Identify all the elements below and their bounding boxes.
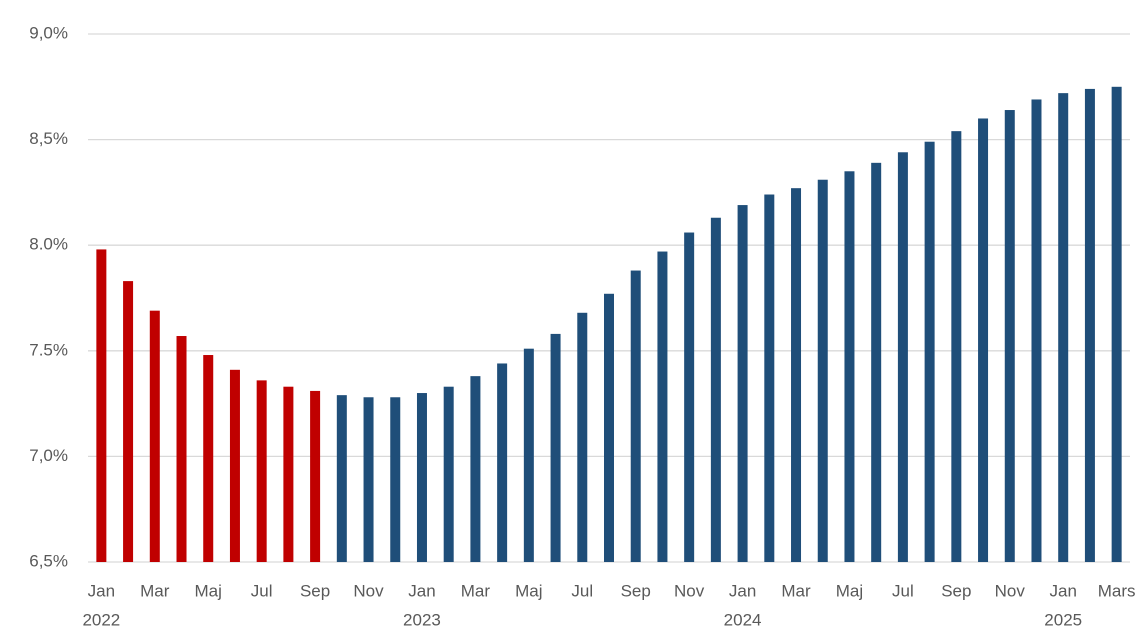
y-tick-label: 7.5% bbox=[29, 340, 68, 359]
bar bbox=[871, 162, 882, 562]
bar bbox=[604, 293, 614, 562]
bar bbox=[897, 152, 908, 562]
x-tick-label: Maj bbox=[515, 581, 542, 600]
bar bbox=[817, 179, 828, 562]
bar bbox=[550, 333, 561, 562]
x-tick-label: Nov bbox=[353, 581, 384, 600]
bar bbox=[149, 310, 160, 562]
bar bbox=[390, 397, 401, 562]
bar bbox=[336, 395, 347, 562]
x-tick-label: Mars bbox=[1098, 581, 1136, 600]
bar bbox=[630, 270, 641, 562]
bar bbox=[523, 348, 534, 562]
bar bbox=[363, 397, 374, 562]
x-tick-label: Maj bbox=[195, 581, 222, 600]
bar bbox=[791, 188, 802, 562]
bar bbox=[951, 131, 962, 563]
x-tick-label: Jan bbox=[1049, 581, 1076, 600]
bar bbox=[96, 249, 107, 562]
x-year-label: 2022 bbox=[82, 610, 120, 629]
bar bbox=[310, 390, 321, 562]
x-tick-label: Sep bbox=[621, 581, 651, 600]
x-tick-label: Jan bbox=[408, 581, 435, 600]
x-tick-label: Nov bbox=[674, 581, 705, 600]
bar bbox=[443, 386, 454, 562]
y-tick-label: 9,0% bbox=[29, 23, 68, 42]
y-tick-label: 8,5% bbox=[29, 129, 68, 148]
x-tick-label: Mar bbox=[140, 581, 170, 600]
bar bbox=[176, 336, 187, 562]
y-tick-label: 8.0% bbox=[29, 235, 68, 254]
x-tick-label: Mar bbox=[781, 581, 811, 600]
bar bbox=[1031, 99, 1042, 563]
x-tick-label: Jul bbox=[571, 581, 593, 600]
bar bbox=[710, 217, 721, 562]
bar bbox=[497, 363, 508, 562]
x-tick-label: Maj bbox=[836, 581, 863, 600]
y-tick-label: 6,5% bbox=[29, 551, 68, 570]
bar bbox=[844, 171, 855, 562]
bar bbox=[1004, 110, 1015, 563]
bar bbox=[1111, 86, 1122, 563]
bar bbox=[416, 393, 427, 562]
bar bbox=[978, 118, 989, 562]
bar bbox=[470, 376, 481, 562]
bar bbox=[1058, 93, 1069, 563]
x-tick-label: Sep bbox=[300, 581, 330, 600]
bar bbox=[657, 251, 668, 562]
bar bbox=[684, 232, 695, 562]
bar bbox=[256, 380, 267, 562]
x-year-label: 2024 bbox=[724, 610, 762, 629]
x-tick-label: Jan bbox=[729, 581, 756, 600]
x-tick-label: Jul bbox=[892, 581, 914, 600]
bar bbox=[764, 194, 775, 562]
bar bbox=[1084, 88, 1095, 563]
x-tick-label: Jan bbox=[88, 581, 115, 600]
x-tick-label: Mar bbox=[461, 581, 491, 600]
y-tick-label: 7,0% bbox=[29, 446, 68, 465]
bar bbox=[737, 205, 748, 562]
bar bbox=[229, 369, 240, 562]
bar bbox=[577, 312, 588, 562]
bar bbox=[123, 281, 134, 562]
x-year-label: 2023 bbox=[403, 610, 441, 629]
x-year-label: 2025 bbox=[1044, 610, 1082, 629]
bar bbox=[924, 141, 935, 562]
bar bbox=[283, 386, 294, 562]
x-tick-label: Nov bbox=[995, 581, 1026, 600]
x-tick-label: Jul bbox=[251, 581, 273, 600]
bar bbox=[203, 355, 214, 562]
x-tick-label: Sep bbox=[941, 581, 971, 600]
